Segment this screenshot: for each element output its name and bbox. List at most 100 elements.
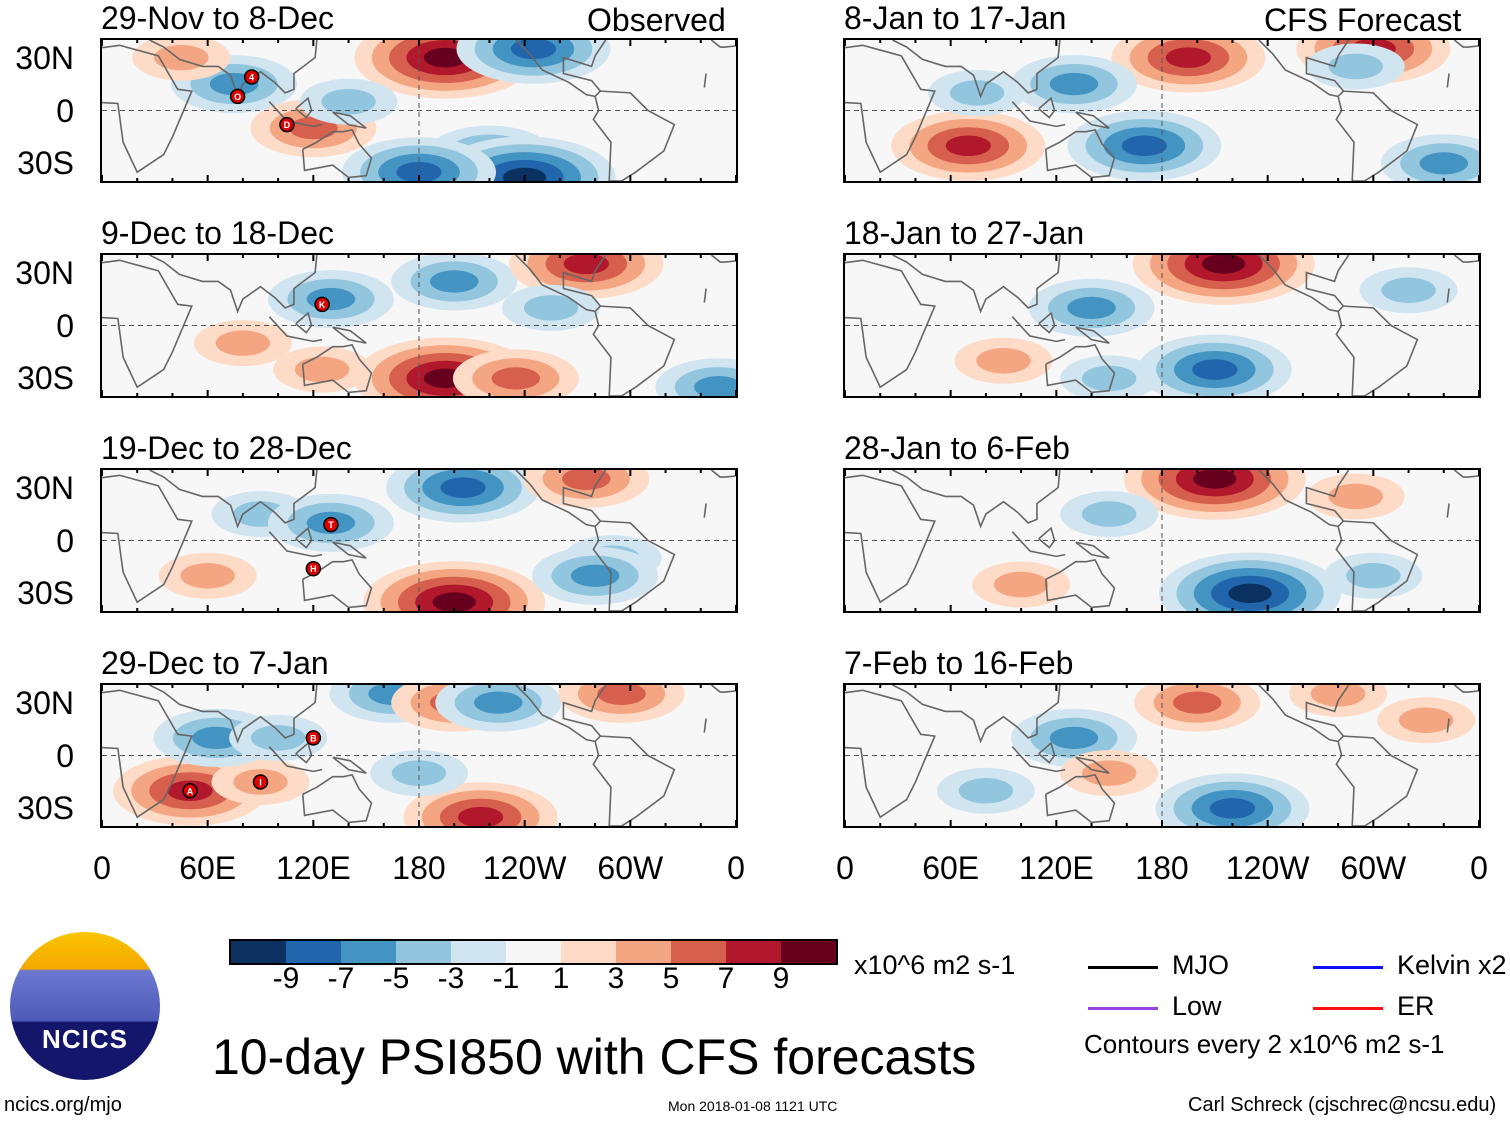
coastline xyxy=(592,526,612,611)
negative-anomaly-contour xyxy=(1081,365,1137,392)
coastline xyxy=(301,773,373,824)
negative-anomaly-contour xyxy=(321,88,376,115)
panel-title: 7-Feb to 16-Feb xyxy=(844,645,1074,681)
colorbar-swatch xyxy=(671,941,726,963)
coastline xyxy=(1258,40,1350,98)
coastline xyxy=(301,343,373,394)
positive-anomaly-contour xyxy=(597,685,646,705)
negative-anomaly-contour xyxy=(1049,72,1099,96)
coastline xyxy=(845,44,936,174)
negative-anomaly-contour xyxy=(1328,53,1383,80)
lat-label: 0 xyxy=(56,522,74,559)
coastline xyxy=(592,96,612,181)
panel-title: 9-Dec to 18-Dec xyxy=(101,215,334,251)
positive-anomaly-contour xyxy=(562,470,611,490)
tropical-cyclone-icon: H xyxy=(305,560,322,577)
map-panel xyxy=(843,683,1481,828)
coastline xyxy=(710,255,736,263)
negative-anomaly-contour xyxy=(1346,562,1401,589)
colorbar-swatch xyxy=(561,941,616,963)
colorbar-label: 5 xyxy=(662,962,680,995)
panel-title: 29-Dec to 7-Jan xyxy=(101,645,329,681)
lon-label: 60E xyxy=(179,850,237,886)
negative-anomaly-contour xyxy=(694,376,736,396)
colorbar-label: 1 xyxy=(552,962,570,995)
lon-label: 60E xyxy=(922,850,980,886)
positive-anomaly-contour xyxy=(1398,707,1454,734)
coastline xyxy=(1343,520,1419,611)
coastline xyxy=(600,735,676,826)
coastline xyxy=(332,111,367,129)
coastline xyxy=(703,503,707,518)
tropical-cyclone-icon: I xyxy=(252,774,269,790)
coastline xyxy=(268,101,323,128)
lon-label: 180 xyxy=(1135,850,1189,886)
panel-title: 18-Jan to 27-Jan xyxy=(844,215,1085,251)
header-forecast: CFS Forecast xyxy=(1264,2,1462,38)
coastline xyxy=(1446,288,1450,303)
coastline xyxy=(301,558,373,609)
tropical-cyclone-icon: K xyxy=(314,296,330,313)
footer-url[interactable]: ncics.org/mjo xyxy=(4,1094,122,1116)
coastline xyxy=(102,259,193,389)
coastline xyxy=(1343,90,1419,181)
colorbar-swatch xyxy=(341,941,396,963)
coastline xyxy=(1044,343,1116,394)
colorbar-swatch xyxy=(231,941,286,963)
lat-label: 30S xyxy=(17,360,74,397)
colorbar-label: 9 xyxy=(772,962,790,995)
lat-label: 0 xyxy=(56,307,74,344)
coastline xyxy=(1335,96,1355,181)
coastline xyxy=(1075,111,1110,129)
lon-label: 120E xyxy=(275,850,351,886)
legend-label: MJO xyxy=(1172,950,1229,980)
panel-title: 19-Dec to 28-Dec xyxy=(101,430,352,466)
lon-label: 120W xyxy=(1225,850,1310,886)
figure-title: 10-day PSI850 with CFS forecasts xyxy=(212,1029,977,1085)
coastline xyxy=(845,259,936,389)
panel-title: 29-Nov to 8-Dec xyxy=(101,0,334,36)
colorbar-label: 3 xyxy=(607,962,625,995)
lon-label: 60W xyxy=(1340,850,1407,886)
storm-label: H xyxy=(310,564,317,574)
negative-anomaly-contour xyxy=(474,691,523,714)
positive-anomaly-contour xyxy=(1172,691,1222,714)
positive-anomaly-contour xyxy=(215,330,271,356)
positive-anomaly-contour xyxy=(563,255,609,275)
map-panel xyxy=(843,38,1481,183)
coastline xyxy=(892,470,1061,529)
map-panel: K xyxy=(100,253,738,398)
positive-anomaly-contour xyxy=(1328,483,1383,510)
coastline xyxy=(845,474,936,604)
negative-anomaly-contour xyxy=(510,40,557,60)
coastline xyxy=(1075,756,1110,774)
lat-label: 30N xyxy=(15,684,74,721)
coastline xyxy=(102,474,193,604)
coastline xyxy=(1011,531,1066,558)
coastline xyxy=(1335,741,1355,826)
colorbar-swatch xyxy=(616,941,671,963)
coastline xyxy=(710,40,736,48)
lat-label: 30N xyxy=(15,254,74,291)
coastline xyxy=(845,689,936,819)
header-observed: Observed xyxy=(587,2,726,38)
coastline xyxy=(592,311,612,396)
positive-anomaly-contour xyxy=(491,367,541,390)
coastline xyxy=(892,685,1061,744)
legend-line-kelvin xyxy=(1313,966,1383,969)
negative-anomaly-contour xyxy=(1081,501,1137,527)
lat-label: 30S xyxy=(17,145,74,182)
positive-anomaly-contour xyxy=(1201,255,1246,274)
coastline xyxy=(332,326,367,344)
coastline xyxy=(703,73,707,88)
negative-anomaly-contour xyxy=(958,777,1014,804)
map-panel: B A I xyxy=(100,683,738,828)
negative-anomaly-contour xyxy=(949,80,1005,106)
map-panel xyxy=(843,253,1481,398)
legend-line-mjo xyxy=(1088,966,1158,969)
lon-label: 180 xyxy=(392,850,446,886)
negative-anomaly-contour xyxy=(429,270,479,293)
lat-label: 30S xyxy=(17,790,74,827)
coastline xyxy=(102,44,193,174)
positive-anomaly-contour xyxy=(1165,47,1212,68)
